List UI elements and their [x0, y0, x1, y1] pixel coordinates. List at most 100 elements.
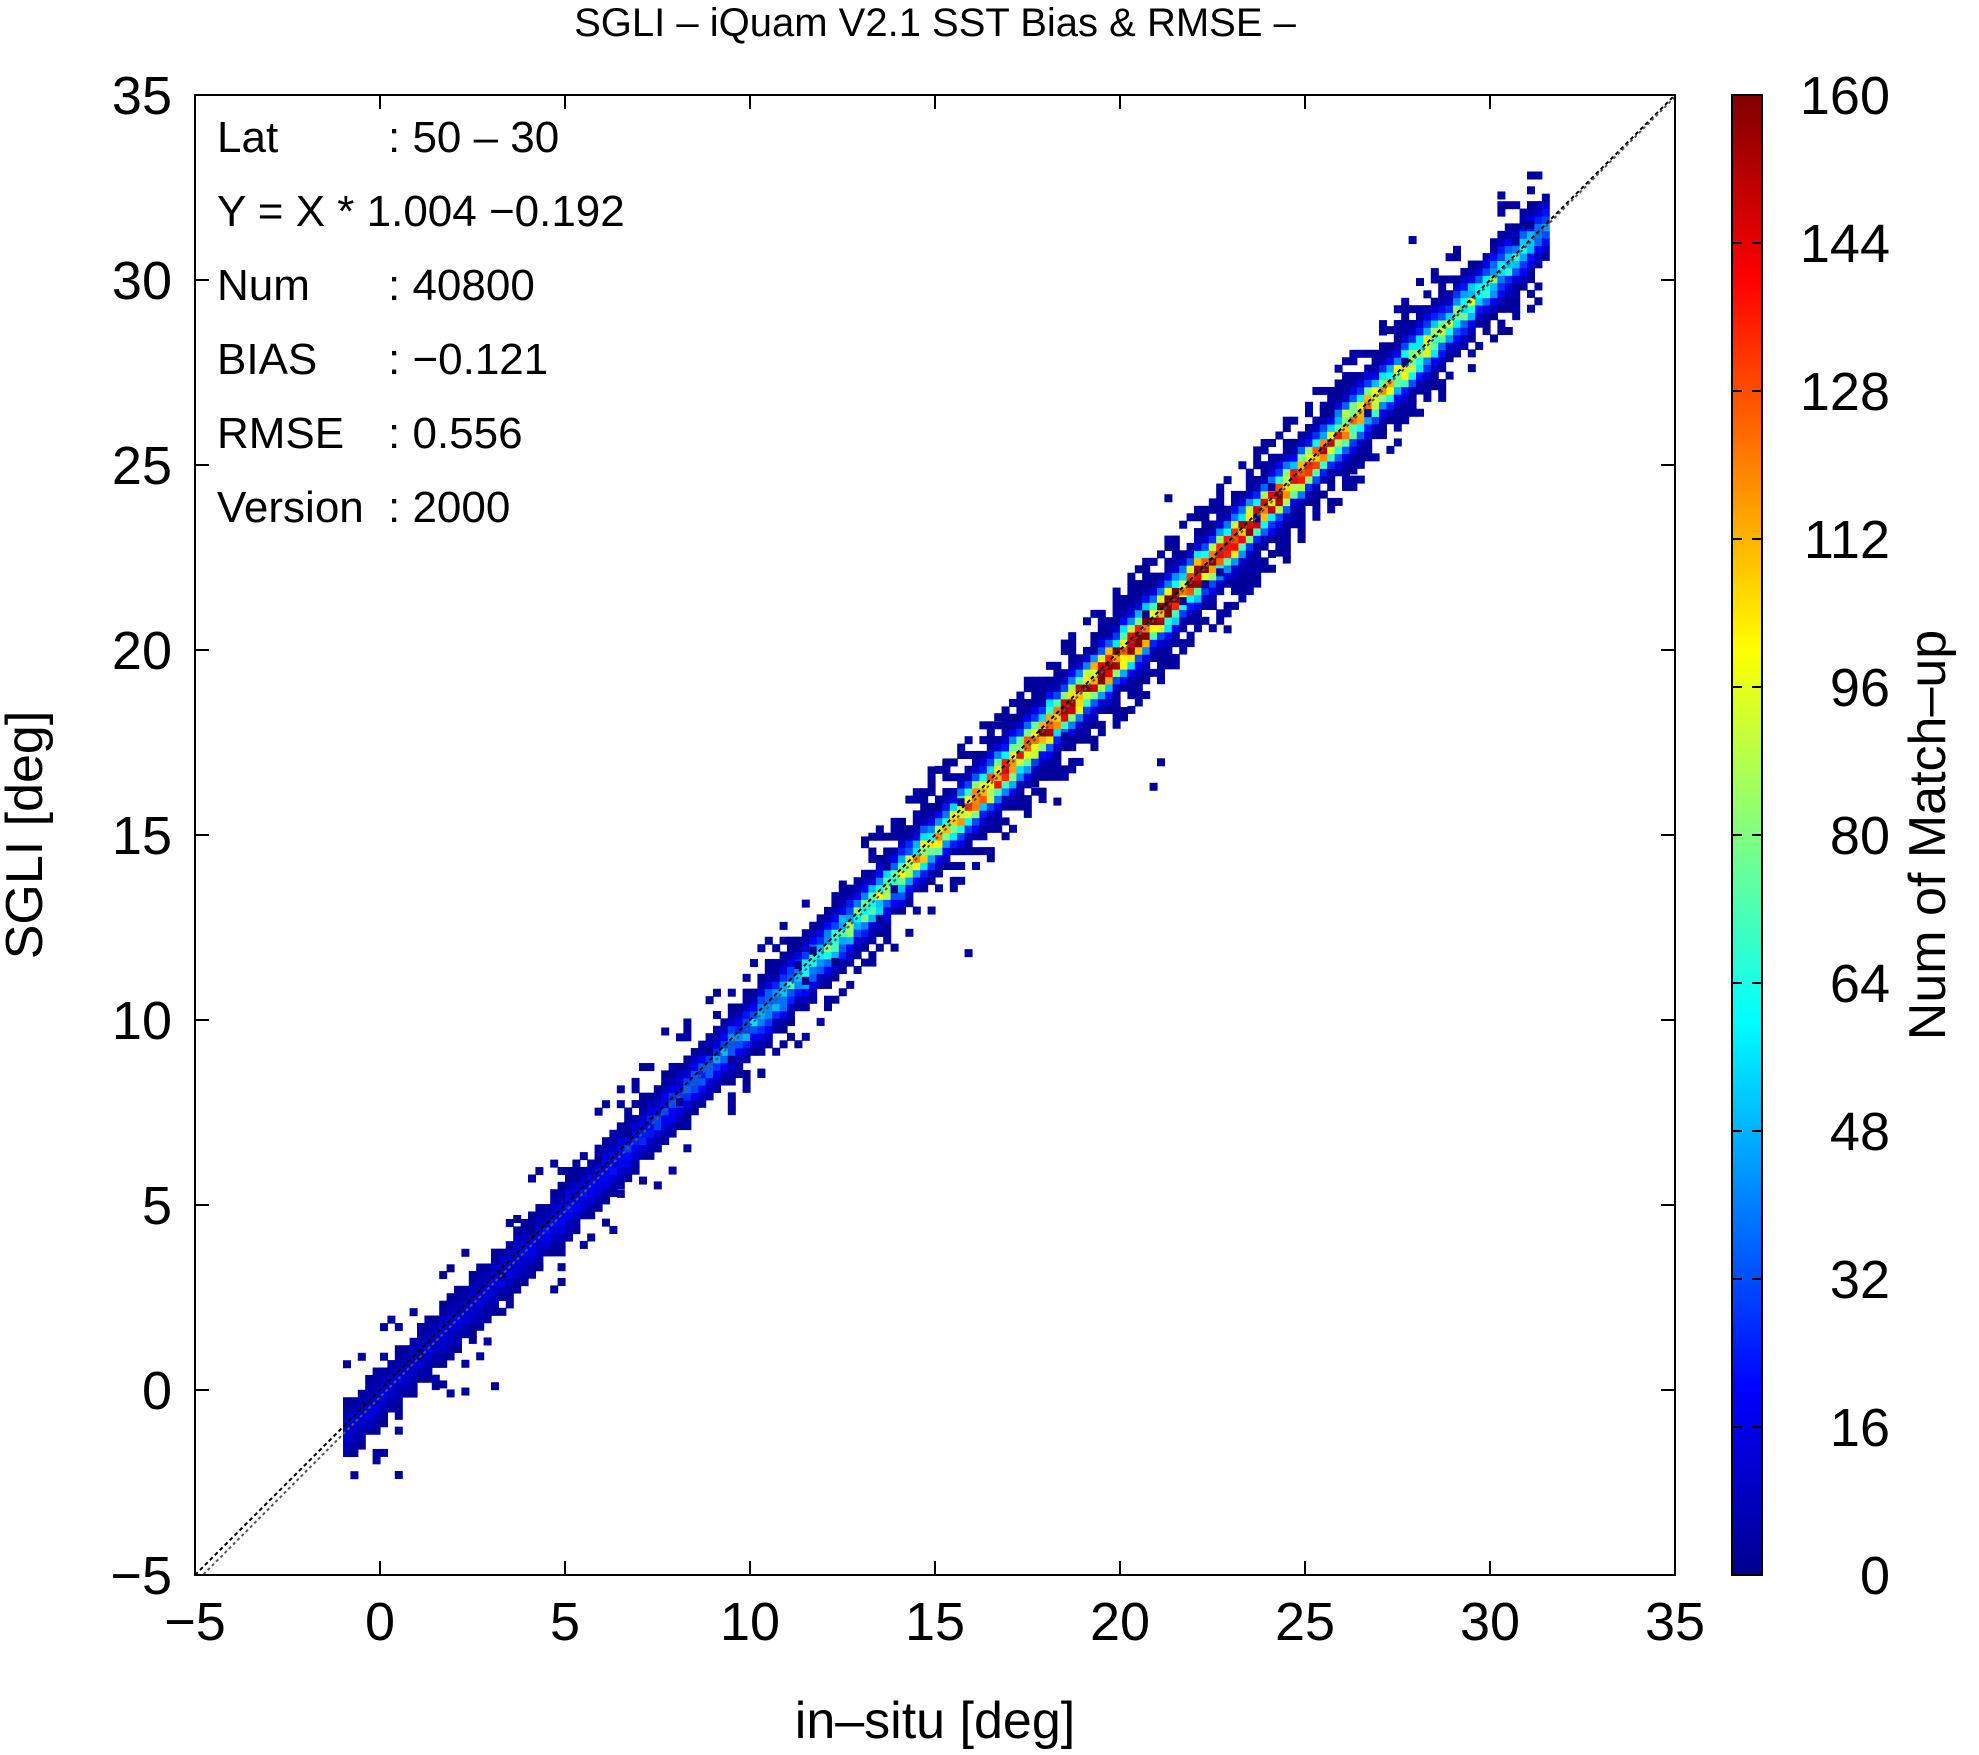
density-cell — [713, 1033, 721, 1042]
density-cell — [461, 1359, 470, 1368]
density-cell — [809, 995, 818, 1004]
density-cell — [772, 1025, 781, 1034]
density-cell — [1105, 669, 1114, 677]
density-cell — [1497, 275, 1506, 284]
density-cell — [779, 1010, 788, 1019]
density-cell — [742, 1070, 751, 1079]
density-cell — [883, 921, 892, 930]
density-cell — [824, 921, 832, 930]
density-cell — [949, 832, 958, 841]
density-cell — [653, 1085, 662, 1094]
density-cell — [668, 1129, 677, 1138]
density-cell — [1194, 616, 1202, 625]
density-cell — [1046, 735, 1054, 744]
density-cell — [1112, 705, 1121, 714]
stats-value: : −0.121 — [388, 335, 548, 384]
density-cell — [690, 1099, 699, 1108]
density-cell — [1364, 379, 1373, 388]
density-cell — [957, 817, 966, 826]
density-cell — [1445, 290, 1454, 299]
density-cell — [631, 1159, 640, 1168]
density-cell — [1453, 349, 1461, 358]
density-cell — [409, 1382, 418, 1391]
density-cell — [505, 1278, 514, 1287]
density-cell — [912, 847, 921, 856]
density-cell — [1490, 282, 1498, 291]
density-cell — [1075, 706, 1084, 715]
density-cell — [1046, 772, 1054, 781]
density-cell — [1016, 780, 1025, 789]
density-cell — [542, 1211, 551, 1220]
density-cell — [1134, 580, 1143, 589]
density-cell — [1201, 535, 1210, 544]
density-cell — [779, 966, 788, 975]
density-cell — [831, 929, 840, 938]
density-cell — [1238, 505, 1247, 514]
density-cell — [1149, 602, 1158, 611]
density-cell — [949, 876, 958, 885]
density-cell — [801, 1032, 810, 1041]
density-cell — [1342, 438, 1350, 447]
density-cell — [1253, 490, 1262, 499]
density-cell — [1068, 713, 1077, 722]
density-cell — [816, 929, 825, 938]
density-cell — [1142, 691, 1151, 700]
density-cell — [742, 1084, 751, 1093]
density-cell — [683, 1077, 692, 1086]
density-cell — [1423, 371, 1432, 380]
density-cell — [661, 1092, 670, 1101]
density-cell — [1275, 512, 1284, 521]
density-cell — [446, 1337, 455, 1346]
density-cell — [1112, 631, 1121, 640]
density-cell — [535, 1241, 544, 1250]
density-cell — [1416, 312, 1424, 321]
density-cell — [838, 906, 847, 915]
density-cell — [735, 1018, 744, 1027]
density-cell — [1334, 416, 1343, 425]
density-cell — [1164, 653, 1173, 662]
density-cell — [957, 788, 966, 796]
density-cell — [431, 1337, 440, 1346]
density-cell — [594, 1107, 603, 1116]
density-cell — [1201, 602, 1210, 611]
density-cell — [1253, 564, 1262, 573]
density-cell — [698, 1055, 707, 1064]
density-cell — [905, 884, 914, 893]
density-cell — [1053, 684, 1062, 693]
density-cell — [1023, 713, 1032, 722]
density-cell — [1512, 223, 1521, 232]
density-cell — [1334, 497, 1343, 506]
y-tick-label: 15 — [112, 806, 172, 866]
density-cell — [1157, 654, 1165, 662]
density-cell — [1504, 297, 1513, 306]
density-cell — [1512, 260, 1521, 269]
density-cells — [343, 171, 1550, 1480]
density-cell — [1038, 772, 1047, 781]
density-cell — [1112, 624, 1121, 633]
density-cell — [1245, 527, 1254, 536]
density-cell — [1290, 505, 1299, 514]
density-cell — [1134, 661, 1143, 670]
density-cell — [1046, 721, 1054, 730]
density-cell — [1238, 579, 1247, 588]
density-cell — [1038, 706, 1047, 715]
density-cell — [387, 1315, 396, 1324]
density-cell — [750, 1025, 758, 1034]
density-cell — [1238, 490, 1247, 499]
density-cell — [1275, 468, 1284, 477]
density-cell — [986, 810, 995, 819]
density-cell — [1201, 520, 1210, 529]
density-cell — [979, 817, 988, 826]
density-cell — [1127, 654, 1136, 663]
density-cell — [1068, 691, 1077, 700]
density-cell — [1342, 379, 1350, 388]
density-cell — [816, 980, 825, 989]
density-cell — [972, 824, 980, 833]
density-cell — [431, 1359, 440, 1368]
density-cell — [875, 899, 884, 908]
density-cell — [1408, 401, 1417, 410]
density-cell — [1490, 275, 1498, 284]
density-cell — [1290, 416, 1299, 425]
density-cell — [779, 1003, 788, 1012]
